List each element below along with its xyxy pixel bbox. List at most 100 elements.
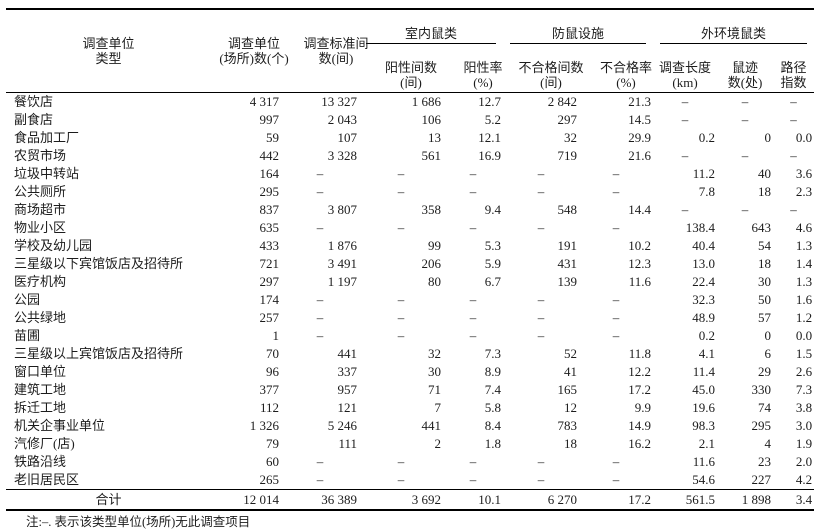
cell-value: 50 [758,292,772,307]
cell-value: 1.3 [795,238,813,253]
table-row: 垃圾中转站 164 – – – – – 11.2 40 3.6 [6,165,814,183]
cell-value: – [537,166,545,181]
cell-unit-type: 三星级以下宾馆饭店及招待所 [14,256,184,271]
cell-value: – [790,94,797,109]
cell-value: 997 [259,112,280,127]
cell-value: 2 [434,436,442,451]
table-row: 拆迁工地 112 121 7 5.8 12 9.9 19.6 74 3.8 [6,399,814,417]
cell-value: 3 807 [327,202,357,217]
cell-value: – [316,166,324,181]
cell-value: 30 [758,274,772,289]
cell-value: 337 [337,364,358,379]
cell-value: 98.3 [692,418,716,433]
cell-value: 2.6 [795,364,813,379]
cell-value: 721 [259,256,280,271]
group-header-indoor-rodents-label: 室内鼠类 [366,25,497,44]
cell-value: 0.0 [795,130,813,145]
cell-value: 14.9 [628,418,652,433]
cell-value: 32 [564,130,578,145]
cell-value: – [469,292,477,307]
cell-value: 11.8 [628,346,652,361]
cell-value: 1.5 [795,346,813,361]
cell-value: – [612,166,620,181]
col-header-positive-rate: 阳性率 (%) [453,59,514,93]
cell-value: 138.4 [685,220,716,235]
cell-value: – [469,184,477,199]
cell-value: 7.8 [698,184,716,199]
cell-value: 12 [564,400,578,415]
cell-value: – [537,454,545,469]
cell-value: 10.2 [628,238,652,253]
cell-value: 6 [764,346,772,361]
cell-value: 48.9 [692,310,716,325]
cell-value: – [397,328,405,343]
group-header-outdoor-rodents-label: 外环境鼠类 [660,25,808,44]
cell-value: 13 [428,130,441,145]
cell-value: 96 [266,364,279,379]
cell-value: 29 [758,364,772,379]
col-header-unit-type: 调查单位 类型 [6,9,211,93]
cell-unit-type: 三星级以上宾馆饭店及招待所 [14,346,184,361]
table-row: 商场超市 837 3 807 358 9.4 548 14.4 – – – [6,201,814,219]
cell-unit-type: 机关企事业单位 [14,418,106,433]
col-header-standard-rooms: 调查标准间 数(间) [297,9,375,93]
cell-value: 4 317 [249,94,279,109]
cell-value: – [469,454,477,469]
table-row: 公共厕所 295 – – – – – 7.8 18 2.3 [6,183,814,201]
cell-value: 18 [758,184,772,199]
cell-value: 2.3 [795,184,813,199]
cell-value: – [397,166,405,181]
cell-value: 174 [259,292,280,307]
cell-value: 3 328 [327,148,357,163]
cell-value: 70 [266,346,279,361]
table-row: 建筑工地 377 957 71 7.4 165 17.2 45.0 330 7.3 [6,381,814,399]
table-row: 医疗机构 297 1 197 80 6.7 139 11.6 22.4 30 1.3 [6,273,814,291]
cell-value: 0.2 [698,130,716,145]
cell-value: 74 [758,400,772,415]
cell-value: 1 [272,328,280,343]
table-row: 副食店 997 2 043 106 5.2 297 14.5 – – – [6,111,814,129]
cell-value: 41 [564,364,578,379]
cell-value: – [741,202,749,217]
cell-value: 18 [758,256,772,271]
cell-value: 1 876 [327,238,357,253]
cell-value: – [316,328,324,343]
cell-value: 60 [266,454,279,469]
cell-value: 257 [259,310,280,325]
cell-value: 80 [428,274,441,289]
cell-value: 111 [338,436,357,451]
group-header-rodent-proof-facilities: 防鼠设施 [503,9,653,59]
cell-unit-type: 副食店 [14,112,54,127]
cell-value: 14.4 [628,202,652,217]
cell-value: 6.7 [484,274,502,289]
cell-value: 71 [428,382,441,397]
cell-value: – [681,94,689,109]
cell-value: 548 [557,202,578,217]
cell-value: 139 [557,274,578,289]
cell-value: – [397,220,405,235]
cell-value: – [741,94,749,109]
cell-value: 783 [557,418,578,433]
table-row: 公共绿地 257 – – – – – 48.9 57 1.2 [6,309,814,327]
cell-unit-type: 公共绿地 [14,310,67,325]
cell-value: 0 [764,130,772,145]
col-header-unit-count: 调查单位 (场所)数(个) [219,9,289,93]
group-header-outdoor-rodents: 外环境鼠类 [653,9,814,59]
cell-value: 12.7 [478,94,502,109]
cell-value: – [537,292,545,307]
cell-value: 1.2 [795,310,813,325]
cell-value: 297 [557,112,578,127]
cell-unit-type: 物业小区 [14,220,67,235]
header-row-sub: 阳性间数 (间) 阳性率 (%) 不合格间数 (间) 不合格率 (%) 调查长度… [6,59,815,93]
cell-value: 59 [266,130,279,145]
cell-value: 358 [421,202,442,217]
page: 调查单位 类型 调查单位 (场所)数(个) 调查标准间 数(间) 室内鼠类 防鼠… [6,8,815,529]
cell-value: – [469,472,477,487]
cell-unit-type: 公园 [14,292,41,307]
cell-value: 206 [421,256,442,271]
cell-value: 1 197 [327,274,357,289]
cell-value: – [790,112,797,127]
cell-value: 2.0 [795,454,813,469]
cell-value: 7.3 [484,346,502,361]
cell-value: 7.3 [795,382,813,397]
